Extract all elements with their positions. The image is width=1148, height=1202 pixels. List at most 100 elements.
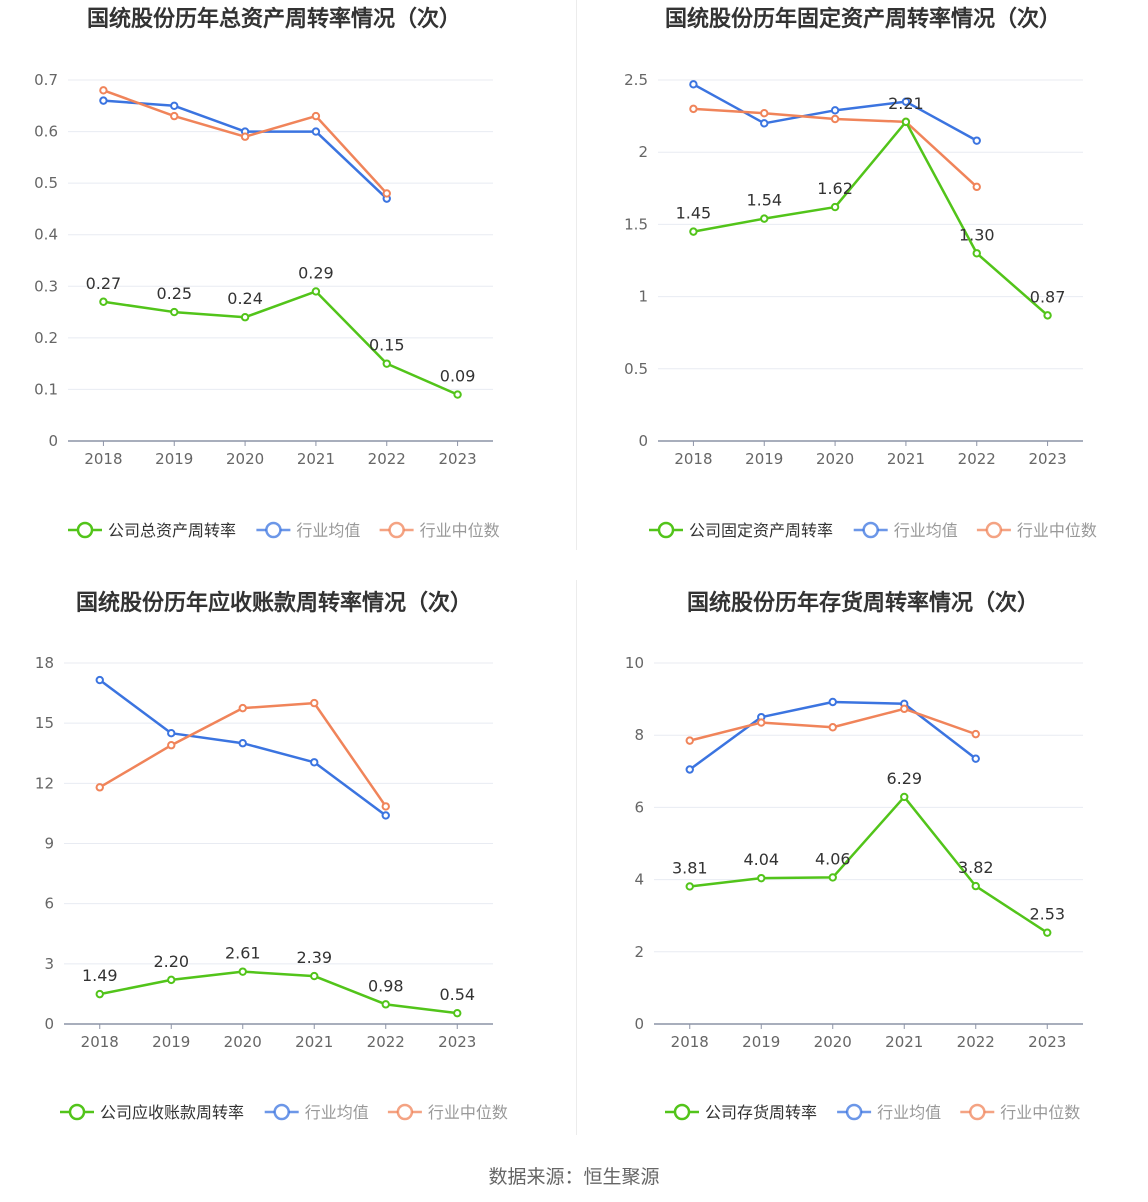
- data-point-company[interactable]: [828, 873, 837, 882]
- data-point-avg[interactable]: [170, 101, 179, 110]
- panel-divider-top: [576, 0, 577, 550]
- data-point-company[interactable]: [760, 214, 769, 223]
- legend-item-avg[interactable]: 行业均值: [853, 521, 958, 540]
- data-point-median[interactable]: [830, 114, 840, 124]
- data-point-median[interactable]: [900, 704, 909, 714]
- data-point-company[interactable]: [689, 227, 698, 236]
- chart-title: 国统股份历年固定资产周转率情况（次）: [665, 6, 1061, 32]
- legend-item-median[interactable]: 行业中位数: [960, 1103, 1080, 1122]
- y-tick-label: 18: [35, 654, 54, 672]
- legend-item-company[interactable]: 公司固定资产周转率: [649, 521, 833, 540]
- data-point-company[interactable]: [95, 989, 104, 999]
- data-label: 0.27: [86, 274, 122, 293]
- x-tick-label: 2021: [295, 1033, 333, 1051]
- data-point-median[interactable]: [238, 703, 247, 713]
- data-point-median[interactable]: [310, 698, 319, 708]
- legend-label: 公司固定资产周转率: [689, 521, 833, 540]
- legend-item-avg[interactable]: 行业均值: [837, 1103, 941, 1122]
- data-point-company[interactable]: [1043, 311, 1052, 320]
- x-tick-label: 2021: [887, 450, 925, 468]
- x-tick-label: 2018: [674, 450, 712, 468]
- data-point-avg[interactable]: [689, 80, 698, 89]
- data-point-median[interactable]: [382, 189, 391, 198]
- data-point-company[interactable]: [99, 297, 108, 306]
- data-point-company[interactable]: [757, 873, 766, 883]
- data-point-avg[interactable]: [95, 675, 104, 685]
- data-point-median[interactable]: [685, 736, 694, 745]
- y-tick-label: 0: [634, 1015, 644, 1033]
- data-point-avg[interactable]: [760, 119, 769, 128]
- data-point-median[interactable]: [381, 802, 390, 811]
- y-tick-label: 3: [44, 955, 54, 973]
- data-point-company[interactable]: [240, 313, 250, 322]
- data-point-avg[interactable]: [685, 765, 694, 774]
- data-point-company[interactable]: [901, 117, 911, 127]
- data-point-company[interactable]: [900, 792, 909, 802]
- data-point-company[interactable]: [311, 287, 321, 296]
- data-point-avg[interactable]: [310, 758, 319, 767]
- data-point-company[interactable]: [381, 1000, 390, 1009]
- data-point-median[interactable]: [167, 741, 176, 750]
- data-point-company[interactable]: [310, 971, 319, 981]
- legend-item-company[interactable]: 公司总资产周转率: [68, 521, 236, 540]
- data-point-company[interactable]: [453, 390, 462, 399]
- x-tick-label: 2020: [816, 450, 854, 468]
- x-tick-label: 2019: [152, 1033, 190, 1051]
- data-point-avg[interactable]: [971, 754, 980, 763]
- data-point-avg[interactable]: [381, 811, 390, 820]
- data-point-avg[interactable]: [167, 728, 176, 738]
- data-point-company[interactable]: [453, 1008, 462, 1018]
- data-point-median[interactable]: [760, 109, 769, 118]
- y-tick-label: 2.5: [624, 71, 648, 89]
- x-tick-label: 2019: [742, 1033, 780, 1051]
- data-point-median[interactable]: [240, 132, 250, 141]
- legend-item-company[interactable]: 公司应收账款周转率: [60, 1103, 244, 1122]
- data-point-company[interactable]: [685, 882, 694, 891]
- legend-item-median[interactable]: 行业中位数: [379, 521, 500, 540]
- data-point-company[interactable]: [972, 249, 981, 258]
- data-point-company[interactable]: [1043, 928, 1052, 937]
- y-tick-label: 9: [44, 835, 54, 853]
- data-point-median[interactable]: [971, 729, 980, 739]
- data-point-median[interactable]: [972, 182, 981, 192]
- data-point-company[interactable]: [170, 307, 179, 317]
- data-point-median[interactable]: [689, 104, 698, 114]
- data-label: 3.81: [672, 858, 708, 877]
- data-point-avg[interactable]: [99, 96, 108, 105]
- chart-title: 国统股份历年总资产周转率情况（次）: [87, 6, 461, 32]
- legend-item-avg[interactable]: 行业均值: [264, 1103, 369, 1122]
- x-tick-label: 2019: [155, 450, 193, 468]
- legend-item-median[interactable]: 行业中位数: [976, 521, 1097, 540]
- data-point-median[interactable]: [757, 718, 766, 727]
- y-tick-label: 0.7: [34, 71, 58, 89]
- data-point-company[interactable]: [971, 881, 980, 891]
- data-point-median[interactable]: [95, 783, 104, 792]
- data-point-avg[interactable]: [901, 97, 911, 106]
- x-tick-label: 2023: [1028, 1033, 1066, 1051]
- data-point-median[interactable]: [828, 723, 837, 732]
- data-label: 0.98: [368, 976, 404, 995]
- legend-item-company[interactable]: 公司存货周转率: [665, 1103, 817, 1122]
- legend-item-avg[interactable]: 行业均值: [256, 521, 360, 540]
- data-point-company[interactable]: [382, 359, 391, 368]
- data-point-avg[interactable]: [972, 136, 981, 145]
- data-point-avg[interactable]: [830, 106, 840, 115]
- data-point-company[interactable]: [167, 975, 176, 985]
- legend-item-median[interactable]: 行业中位数: [387, 1103, 508, 1122]
- data-point-avg[interactable]: [238, 739, 247, 748]
- data-label: 0.09: [440, 367, 476, 386]
- data-label: 1.45: [676, 204, 712, 223]
- legend-label: 行业中位数: [420, 521, 500, 540]
- data-point-avg[interactable]: [311, 127, 321, 136]
- y-tick-label: 4: [634, 871, 644, 889]
- y-tick-label: 0: [44, 1015, 54, 1033]
- legend-marker: [845, 1103, 863, 1121]
- data-point-avg[interactable]: [828, 697, 837, 707]
- data-point-median[interactable]: [311, 111, 321, 121]
- data-point-company[interactable]: [830, 202, 840, 212]
- series-line-median: [102, 89, 388, 195]
- x-tick-label: 2018: [81, 1033, 119, 1051]
- data-point-median[interactable]: [170, 111, 179, 121]
- data-point-company[interactable]: [238, 967, 247, 976]
- data-point-median[interactable]: [99, 86, 108, 95]
